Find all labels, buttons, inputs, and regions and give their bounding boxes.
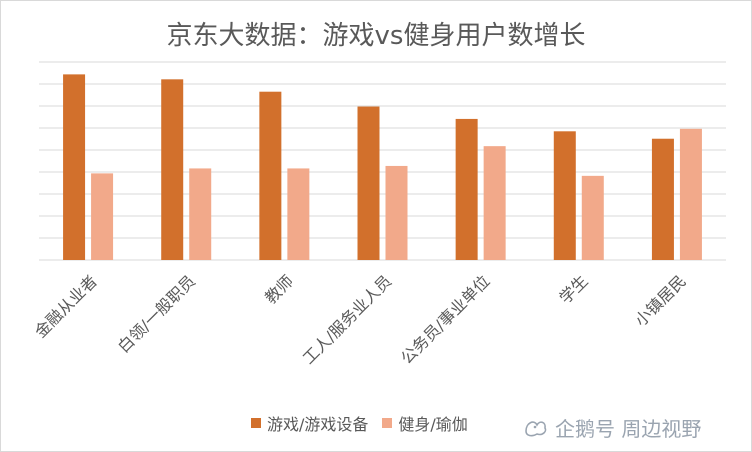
bar-game-3 [357,106,380,260]
category-label: 白领/一般职员 [114,271,199,356]
watermark: 企鹅号 周边视野 [523,413,701,442]
bar-fitness-5 [581,175,604,260]
bar-fitness-1 [189,168,212,260]
bar-game-1 [161,79,184,260]
legend-swatch-fitness [382,418,393,428]
legend-label-fitness: 健身/瑜伽 [398,415,468,434]
category-label: 公务员/事业单位 [397,271,493,367]
bar-fitness-4 [483,146,506,260]
bars [63,74,702,260]
bar-fitness-3 [385,165,408,260]
bar-game-4 [455,118,478,260]
watermark-text: 企鹅号 周边视野 [555,417,702,441]
category-label: 教师 [261,271,297,307]
category-label: 小镇居民 [631,271,690,330]
bar-game-6 [651,138,674,260]
category-label: 学生 [556,271,592,307]
chart-title: 京东大数据：游戏vs健身用户数增长 [166,21,586,51]
legend-item-fitness: 健身/瑜伽 [382,411,468,435]
category-label: 工人/服务业人员 [299,271,395,367]
bar-game-0 [63,74,86,260]
legend-item-game: 游戏/游戏设备 [251,411,368,435]
category-labels: 金融从业者 白领/一般职员 教师 工人/服务业人员 公务员/事业单位 学生 小镇居民 [31,271,690,367]
bar-fitness-0 [91,173,114,260]
penguin-logo-icon [525,420,547,436]
bar-fitness-6 [679,128,702,260]
bar-game-2 [259,91,282,260]
gridlines [39,61,726,261]
category-label: 金融从业者 [31,271,101,341]
legend-swatch-game [251,418,261,428]
bar-game-5 [553,131,576,260]
legend: 游戏/游戏设备 健身/瑜伽 [251,411,468,435]
bar-fitness-2 [287,168,310,260]
legend-label-game: 游戏/游戏设备 [267,415,369,434]
